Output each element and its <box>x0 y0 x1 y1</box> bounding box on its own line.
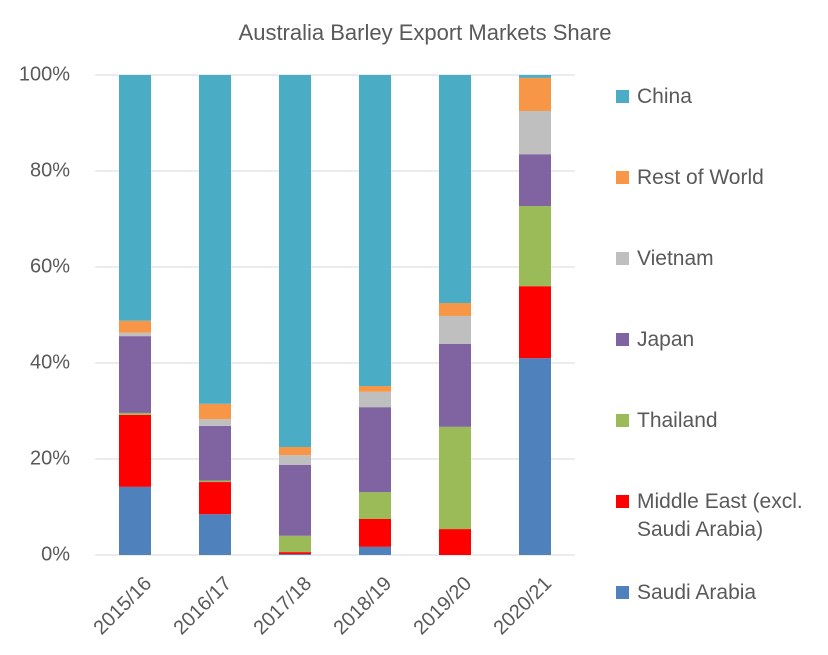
bar-segment <box>359 391 391 408</box>
bar-segment <box>439 303 471 316</box>
bar-segment <box>119 336 151 413</box>
bar-segment <box>199 514 231 555</box>
bar-segment <box>199 425 231 481</box>
legend-item: Thailand <box>616 407 817 435</box>
bar-segment <box>279 447 311 456</box>
bar-segment <box>199 75 231 404</box>
legend-item: Vietnam <box>616 245 817 273</box>
bar-segment <box>439 426 471 530</box>
legend-label: China <box>637 85 692 108</box>
legend-swatch <box>616 171 629 184</box>
bar-segment <box>359 386 391 392</box>
bar-segment <box>439 75 471 303</box>
legend-swatch <box>616 90 629 103</box>
x-tick-label: 2017/18 <box>249 573 316 640</box>
bar-segment <box>279 554 311 555</box>
bar-segment <box>279 552 311 555</box>
bar-segment <box>439 529 471 555</box>
legend-item: Japan <box>616 326 817 354</box>
bar-segment <box>359 546 391 555</box>
legend-swatch <box>616 495 629 508</box>
bar-segment <box>119 486 151 555</box>
legend-label: Japan <box>637 328 695 351</box>
legend-label: Thailand <box>637 409 718 432</box>
bar-segment <box>519 286 551 359</box>
bar-segment <box>119 412 151 415</box>
bar-segment <box>359 407 391 493</box>
legend-label: Vietnam <box>637 247 714 270</box>
legend-label: Middle East (excl. Saudi Arabia) <box>637 490 803 541</box>
legend-item: China <box>616 83 817 111</box>
x-tick-label: 2015/16 <box>89 573 156 640</box>
bar-segment <box>279 455 311 465</box>
bar-segment <box>519 75 551 78</box>
bar-segment <box>199 482 231 515</box>
x-tick-label: 2019/20 <box>409 573 476 640</box>
x-tick-label: 2020/21 <box>489 573 556 640</box>
chart-title: Australia Barley Export Markets Share <box>239 20 612 45</box>
y-tick-label: 100% <box>19 63 70 85</box>
y-tick-label: 0% <box>41 543 70 565</box>
bar-segment <box>279 535 311 553</box>
bar-segment <box>519 77 551 111</box>
legend-swatch <box>616 252 629 265</box>
bar-segment <box>519 206 551 287</box>
bar-segment <box>199 403 231 420</box>
bar-segment <box>119 320 151 333</box>
legend-swatch <box>616 414 629 427</box>
bar-segment <box>199 480 231 483</box>
legend-item: Saudi Arabia <box>616 579 817 607</box>
bar-segment <box>359 75 391 387</box>
bar-segment <box>279 75 311 447</box>
bar-segment <box>119 332 151 337</box>
y-tick-label: 60% <box>30 255 70 277</box>
legend-item: Middle East (excl. Saudi Arabia) <box>616 488 817 544</box>
bar-segment <box>199 419 231 426</box>
bar-segment <box>279 464 311 536</box>
y-tick-label: 20% <box>30 447 70 469</box>
bar-segment <box>519 154 551 207</box>
legend-label: Saudi Arabia <box>637 581 757 604</box>
y-tick-label: 40% <box>30 351 70 373</box>
bar-segment <box>519 111 551 155</box>
bar-segment <box>359 519 391 547</box>
bar-segment <box>359 492 391 519</box>
y-tick-label: 80% <box>30 159 70 181</box>
bar-segment <box>519 358 551 555</box>
legend-item: Rest of World <box>616 164 817 192</box>
bar-segment <box>119 75 151 321</box>
bar-segment <box>439 343 471 427</box>
legend-swatch <box>616 333 629 346</box>
legend-label: Rest of World <box>637 166 764 189</box>
bar-segment <box>119 414 151 487</box>
bar-segment <box>439 315 471 344</box>
x-tick-label: 2016/17 <box>169 573 236 640</box>
x-tick-label: 2018/19 <box>329 573 396 640</box>
legend-swatch <box>616 586 629 599</box>
